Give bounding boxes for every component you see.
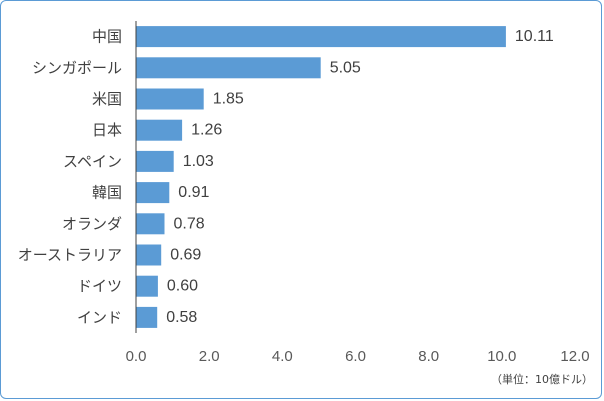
bar <box>136 26 506 48</box>
bar <box>136 244 162 266</box>
data-label: 1.85 <box>213 91 244 108</box>
category-label: インド <box>77 308 122 326</box>
x-tick-label: 8.0 <box>418 348 439 365</box>
data-label: 1.26 <box>191 122 222 139</box>
category-label: オランダ <box>62 215 122 233</box>
category-label: オーストラリア <box>18 246 122 264</box>
bar <box>136 306 158 328</box>
x-tick-label: 10.0 <box>487 348 516 365</box>
x-tick-label: 2.0 <box>199 348 220 365</box>
bar <box>136 57 321 79</box>
category-label: スペイン <box>63 152 122 170</box>
bar <box>136 119 183 141</box>
category-label: 米国 <box>92 90 122 108</box>
x-tick-label: 4.0 <box>272 348 293 365</box>
bar <box>136 182 170 204</box>
bar <box>136 275 158 297</box>
data-label: 0.69 <box>170 247 201 264</box>
data-label: 0.58 <box>166 309 197 326</box>
category-label: ドイツ <box>77 277 122 295</box>
data-label: 5.05 <box>330 59 361 76</box>
category-label: 中国 <box>92 28 122 46</box>
x-tick-label: 6.0 <box>345 348 366 365</box>
bar <box>136 213 165 235</box>
x-tick-label: 0.0 <box>126 348 147 365</box>
category-label: シンガポール <box>32 59 122 77</box>
category-label: 韓国 <box>92 184 122 202</box>
data-label: 10.11 <box>515 28 554 45</box>
bar <box>136 150 174 172</box>
data-label: 0.91 <box>178 184 209 201</box>
data-label: 0.78 <box>174 215 205 232</box>
data-label: 0.60 <box>167 278 198 295</box>
data-label: 1.03 <box>183 153 214 170</box>
x-tick-label: 12.0 <box>560 348 589 365</box>
category-label: 日本 <box>92 121 122 139</box>
unit-note: （単位：10億ドル） <box>491 372 593 386</box>
bar <box>136 88 204 110</box>
